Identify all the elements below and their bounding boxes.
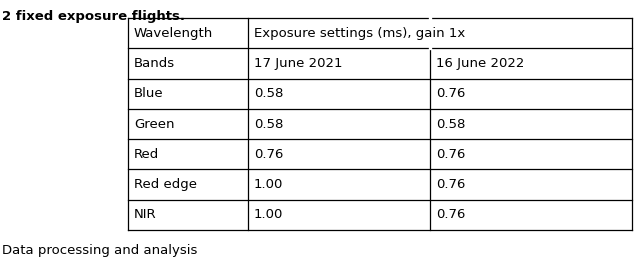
- Text: 0.58: 0.58: [436, 117, 465, 131]
- Text: 0.76: 0.76: [436, 178, 465, 191]
- Text: Bands: Bands: [134, 57, 175, 70]
- Text: 0.76: 0.76: [436, 87, 465, 100]
- Text: 0.58: 0.58: [254, 87, 284, 100]
- Text: Green: Green: [134, 117, 175, 131]
- Text: 1.00: 1.00: [254, 208, 284, 221]
- Text: 0.76: 0.76: [254, 148, 284, 161]
- Text: 0.76: 0.76: [436, 208, 465, 221]
- Text: Red edge: Red edge: [134, 178, 197, 191]
- Text: Exposure settings (ms), gain 1x: Exposure settings (ms), gain 1x: [254, 27, 465, 40]
- Text: 0.58: 0.58: [254, 117, 284, 131]
- Text: 2 fixed exposure flights.: 2 fixed exposure flights.: [2, 10, 185, 23]
- Text: Data processing and analysis: Data processing and analysis: [2, 244, 197, 257]
- Text: NIR: NIR: [134, 208, 157, 221]
- Text: Wavelength: Wavelength: [134, 27, 213, 40]
- Text: 16 June 2022: 16 June 2022: [436, 57, 524, 70]
- Text: Red: Red: [134, 148, 159, 161]
- Text: 1.00: 1.00: [254, 178, 284, 191]
- Text: Blue: Blue: [134, 87, 164, 100]
- Text: 0.76: 0.76: [436, 148, 465, 161]
- Text: 17 June 2021: 17 June 2021: [254, 57, 342, 70]
